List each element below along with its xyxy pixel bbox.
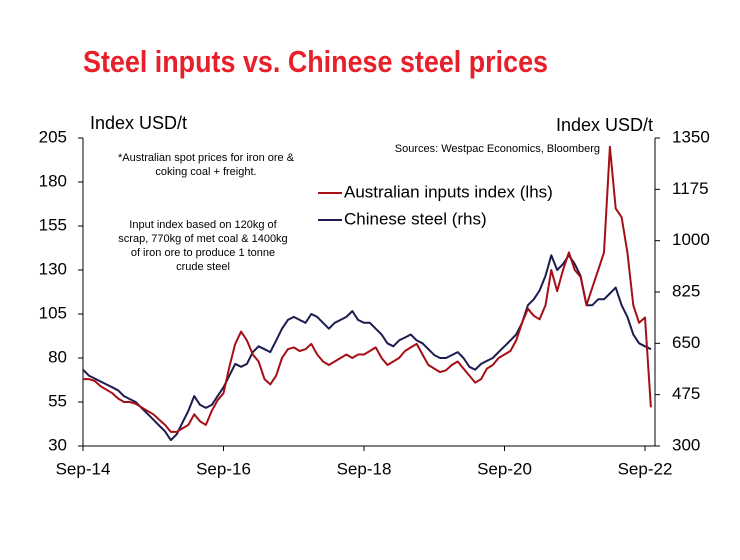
y2-tick-label: 1350 <box>672 127 710 146</box>
y2-tick-label: 825 <box>672 281 700 300</box>
y-tick-label: 30 <box>48 435 67 454</box>
source-note: Sources: Westpac Economics, Bloomberg <box>395 143 600 155</box>
x-tick-label: Sep-20 <box>477 459 532 478</box>
y2-tick-label: 1000 <box>672 230 710 249</box>
y-axis-title: Index USD/t <box>90 113 187 133</box>
annotation: Input index based on 120kg of <box>129 219 277 231</box>
x-tick-label: Sep-18 <box>337 459 392 478</box>
y2-axis-title: Index USD/t <box>556 115 653 135</box>
y-tick-label: 105 <box>39 303 67 322</box>
y-tick-label: 55 <box>48 391 67 410</box>
y-tick-label: 205 <box>39 127 67 146</box>
y2-tick-label: 300 <box>672 435 700 454</box>
x-tick-label: Sep-16 <box>196 459 251 478</box>
annotation: *Australian spot prices for iron ore & <box>118 152 295 164</box>
annotation: coking coal + freight. <box>155 166 256 178</box>
annotation: crude steel <box>176 261 230 273</box>
legend-label: Australian inputs index (lhs) <box>344 182 553 201</box>
series-line <box>83 145 652 433</box>
annotation: of iron ore to produce 1 tonne <box>131 247 275 259</box>
y2-tick-label: 475 <box>672 384 700 403</box>
legend-label: Chinese steel (rhs) <box>344 209 487 228</box>
y-tick-label: 130 <box>39 259 67 278</box>
annotation: scrap, 770kg of met coal & 1400kg <box>118 233 287 245</box>
y-tick-label: 80 <box>48 347 67 366</box>
y2-tick-label: 650 <box>672 333 700 352</box>
x-tick-label: Sep-22 <box>618 459 673 478</box>
y-tick-label: 155 <box>39 215 67 234</box>
x-tick-label: Sep-14 <box>56 459 111 478</box>
y-tick-label: 180 <box>39 171 67 190</box>
y2-tick-label: 1175 <box>672 179 709 198</box>
series-line <box>82 254 652 442</box>
chart-title: Steel inputs vs. Chinese steel prices <box>83 44 548 79</box>
